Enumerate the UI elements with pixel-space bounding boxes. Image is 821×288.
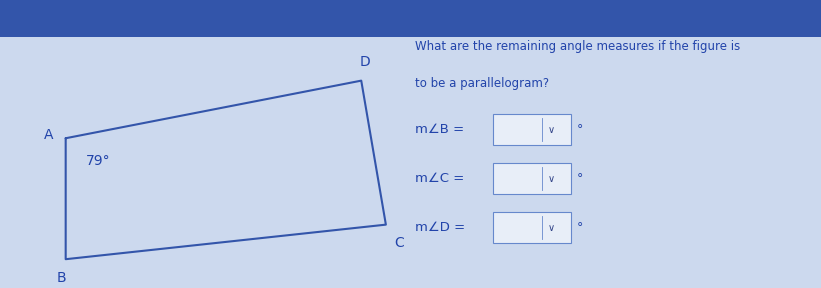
FancyBboxPatch shape — [493, 114, 571, 145]
Text: B: B — [57, 271, 67, 285]
Text: D: D — [360, 55, 371, 69]
Text: to be a parallelogram?: to be a parallelogram? — [415, 77, 548, 90]
FancyBboxPatch shape — [493, 163, 571, 194]
Text: ∨: ∨ — [548, 125, 555, 134]
Text: ∨: ∨ — [548, 223, 555, 232]
Text: °: ° — [576, 221, 583, 234]
Text: ∨: ∨ — [548, 174, 555, 183]
Text: m∠D =: m∠D = — [415, 221, 465, 234]
Text: C: C — [394, 236, 404, 250]
Text: °: ° — [576, 123, 583, 136]
Text: m∠B =: m∠B = — [415, 123, 464, 136]
FancyBboxPatch shape — [493, 212, 571, 243]
Bar — [0, 0, 821, 37]
Text: 79°: 79° — [86, 154, 111, 168]
Text: m∠C =: m∠C = — [415, 172, 464, 185]
Text: A: A — [44, 128, 53, 142]
Text: °: ° — [576, 172, 583, 185]
Text: What are the remaining angle measures if the figure is: What are the remaining angle measures if… — [415, 39, 740, 53]
